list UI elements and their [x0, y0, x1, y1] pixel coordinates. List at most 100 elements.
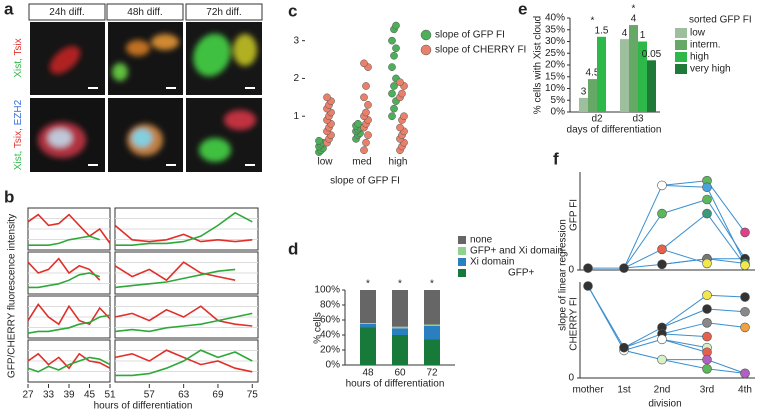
trace-line: [27, 356, 111, 373]
x-tick-label: mother: [572, 385, 604, 396]
lineage-edge: [661, 322, 708, 335]
point: [390, 82, 398, 90]
point: [354, 119, 362, 128]
point: [390, 51, 398, 60]
bar-segment: [360, 290, 376, 323]
y-axis-label: slope of linear regression: [558, 219, 569, 331]
lineage-edge: [661, 338, 708, 353]
lineage-edge: [623, 185, 663, 269]
panel-label: CHERRY FI: [569, 297, 580, 351]
x-tick-label: 27: [22, 390, 34, 401]
x-tick-label: 72: [426, 368, 438, 379]
point: [388, 89, 396, 98]
lineage-node: [657, 244, 667, 255]
point: [364, 131, 372, 139]
x-tick-label: 75: [247, 390, 259, 401]
micrograph-images: [30, 22, 262, 172]
lineage-edge: [706, 180, 746, 233]
column-header-box: [28, 3, 106, 21]
legend-swatch: [458, 236, 466, 244]
row-label-part: Xist,: [13, 151, 24, 170]
trace-line: [114, 305, 253, 327]
x-tick-label: 45: [84, 390, 96, 401]
trace-line: [27, 352, 111, 370]
point: [396, 78, 404, 87]
legend-swatch: [675, 28, 687, 38]
x-tick-label: 48: [362, 368, 374, 379]
point: [396, 123, 404, 132]
trace-line: [114, 349, 253, 373]
point: [390, 104, 398, 113]
y-tick-label: 3: [293, 35, 299, 46]
y-axis-label: % cells with Xist cloud: [533, 16, 544, 114]
legend-label: high: [690, 52, 709, 63]
y-tick-label: 0: [568, 265, 574, 276]
lineage-node: [702, 258, 712, 269]
lineage-edge: [661, 294, 708, 328]
panel-letter: b: [4, 187, 14, 206]
lineage-edge: [661, 258, 708, 265]
lineage-node: [657, 354, 667, 365]
lineage-node: [619, 263, 629, 273]
column-header-box: [185, 3, 263, 21]
lineage-edge: [623, 213, 663, 269]
row-label-part: Tsix,: [13, 128, 24, 148]
lineage-edge: [623, 263, 663, 269]
bar-annotation: 1: [640, 30, 646, 41]
panel-letter: c: [288, 1, 297, 20]
bar: [638, 41, 647, 112]
bar-segment: [424, 290, 440, 325]
y-tick-label: 0: [568, 373, 574, 384]
lineage-node: [702, 194, 712, 205]
row-label-part: Xist,: [13, 58, 24, 77]
x-tick-label: 63: [178, 390, 190, 401]
lineage-edge: [661, 248, 708, 264]
legend-label: very high: [690, 64, 731, 75]
y-axis-label: GFP/CHERRY fluorescence intensity: [7, 214, 18, 378]
bar-segment: [424, 324, 440, 326]
trace-line: [28, 272, 101, 289]
y-tick-label: 20%: [545, 60, 565, 71]
lineage-node: [657, 180, 667, 191]
lineage-edge: [623, 333, 663, 349]
lineage-edge: [706, 294, 746, 298]
significance: *: [632, 4, 636, 15]
lineage-edge: [706, 213, 746, 266]
panel-label: GFP FI: [569, 199, 580, 231]
legend-label: interm.: [690, 40, 721, 51]
bar-annotation: 3: [581, 87, 587, 98]
bar-segment: [360, 327, 376, 365]
column-header-box: [106, 3, 184, 21]
column-header: 24h diff.: [49, 7, 84, 18]
lineage-edge: [706, 187, 746, 264]
cells: [38, 33, 257, 162]
x-tick-label: 2nd: [654, 385, 671, 396]
x-axis-label: hours of differentiation: [346, 379, 445, 390]
lineage-edge: [623, 326, 663, 349]
row-label-part: EZH2: [13, 99, 24, 125]
x-tick-label: 69: [212, 390, 224, 401]
scale-bars: [88, 87, 255, 166]
y-tick-label: 2: [293, 73, 299, 84]
bar: [597, 36, 606, 112]
x-axis-label: days of differentiation: [567, 125, 662, 136]
lineage-node: [657, 334, 667, 345]
bar: [647, 60, 656, 112]
legend-title: sorted GFP FI: [689, 15, 752, 26]
legend-swatch: [675, 40, 687, 50]
legend-swatch: [458, 269, 466, 277]
trace-line: [27, 213, 111, 244]
point: [388, 63, 396, 71]
lineage-node: [702, 331, 712, 342]
lineage-edge: [623, 248, 663, 269]
lineage-edge: [706, 258, 746, 264]
legend-label: low: [690, 28, 706, 39]
y-tick-label: 10%: [545, 83, 565, 94]
trace-line: [115, 211, 253, 246]
panel-letter: a: [4, 0, 14, 18]
x-axis-label: hours of differentiation: [94, 401, 193, 411]
lineage-node: [740, 322, 750, 333]
legend-label: slope of GFP FI: [435, 30, 505, 41]
lineage-edge: [661, 338, 708, 349]
